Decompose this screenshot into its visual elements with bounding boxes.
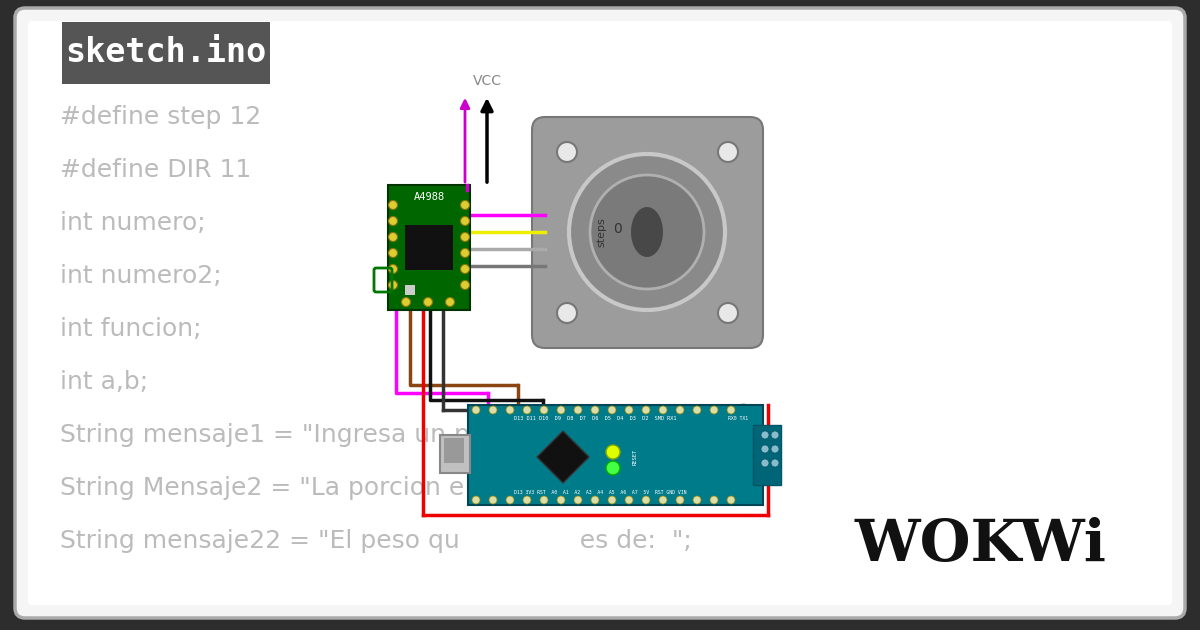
Circle shape [642, 406, 650, 414]
Text: sketch.ino: sketch.ino [65, 37, 266, 69]
Circle shape [389, 232, 397, 241]
Circle shape [642, 496, 650, 504]
Circle shape [540, 496, 548, 504]
Circle shape [606, 445, 620, 459]
Circle shape [772, 431, 779, 439]
Circle shape [676, 406, 684, 414]
Circle shape [540, 406, 548, 414]
Circle shape [676, 496, 684, 504]
Circle shape [461, 200, 469, 210]
Circle shape [592, 496, 599, 504]
Circle shape [424, 297, 432, 307]
Circle shape [694, 406, 701, 414]
Circle shape [608, 406, 616, 414]
Text: #define step 12: #define step 12 [60, 105, 262, 129]
Polygon shape [538, 431, 589, 483]
Circle shape [461, 248, 469, 258]
Bar [406, 225, 454, 270]
Circle shape [445, 297, 455, 307]
Text: steps: steps [596, 217, 606, 247]
Ellipse shape [631, 207, 662, 257]
Circle shape [772, 459, 779, 467]
Circle shape [590, 175, 704, 289]
Bar [468, 405, 763, 505]
Circle shape [557, 303, 577, 323]
Text: int numero;: int numero; [60, 211, 205, 235]
Bar [62, 22, 270, 84]
Circle shape [557, 406, 565, 414]
Bar [444, 438, 464, 463]
Text: WOKWi: WOKWi [854, 517, 1106, 573]
Text: RX0 TX1: RX0 TX1 [728, 416, 748, 420]
Circle shape [761, 431, 769, 439]
Circle shape [402, 297, 410, 307]
Circle shape [608, 496, 616, 504]
Text: A4988: A4988 [413, 192, 445, 202]
Circle shape [592, 406, 599, 414]
Circle shape [389, 200, 397, 210]
Bar [754, 425, 781, 485]
Circle shape [461, 280, 469, 290]
Text: int funcion;: int funcion; [60, 317, 202, 341]
Text: RESET: RESET [632, 449, 637, 465]
Circle shape [574, 496, 582, 504]
Circle shape [506, 496, 514, 504]
FancyBboxPatch shape [28, 21, 1172, 605]
Circle shape [461, 217, 469, 226]
Circle shape [727, 496, 734, 504]
Text: int a,b;: int a,b; [60, 370, 148, 394]
Circle shape [625, 496, 634, 504]
Circle shape [523, 496, 530, 504]
FancyBboxPatch shape [532, 117, 763, 348]
Circle shape [389, 280, 397, 290]
Circle shape [490, 406, 497, 414]
Circle shape [523, 406, 530, 414]
Circle shape [659, 496, 667, 504]
Text: int numero2;: int numero2; [60, 264, 222, 288]
Bar [388, 185, 470, 310]
Circle shape [659, 406, 667, 414]
Circle shape [710, 406, 718, 414]
Circle shape [472, 406, 480, 414]
Circle shape [772, 445, 779, 453]
Circle shape [569, 154, 725, 310]
Text: String mensaje1 = "Ingresa un peso:  ";: String mensaje1 = "Ingresa un peso: "; [60, 423, 558, 447]
Circle shape [718, 142, 738, 162]
Text: 0: 0 [613, 222, 622, 236]
Circle shape [389, 217, 397, 226]
Circle shape [389, 248, 397, 258]
Circle shape [761, 445, 769, 453]
Circle shape [557, 496, 565, 504]
Text: D13 3V3 RST  A0  A1  A2  A3  A4  A5  A6  A7  5V  RST GND VIN: D13 3V3 RST A0 A1 A2 A3 A4 A5 A6 A7 5V R… [515, 490, 686, 495]
Text: D13 D11 D10  D9  D8  D7  D6  D5  D4  D3  D2  SMD RX1: D13 D11 D10 D9 D8 D7 D6 D5 D4 D3 D2 SMD … [515, 416, 677, 420]
Circle shape [490, 496, 497, 504]
Circle shape [472, 496, 480, 504]
Text: String Mensaje2 = "La porcion e                    ";: String Mensaje2 = "La porcion e "; [60, 476, 644, 500]
Circle shape [461, 232, 469, 241]
Text: #define DIR 11: #define DIR 11 [60, 158, 251, 182]
Circle shape [694, 496, 701, 504]
Circle shape [761, 459, 769, 467]
Bar [406, 285, 415, 295]
Circle shape [389, 265, 397, 273]
Circle shape [557, 142, 577, 162]
Circle shape [625, 406, 634, 414]
FancyBboxPatch shape [14, 8, 1186, 618]
Circle shape [461, 265, 469, 273]
Circle shape [727, 406, 734, 414]
Text: VCC: VCC [473, 74, 502, 88]
Circle shape [606, 461, 620, 475]
Circle shape [710, 496, 718, 504]
Circle shape [718, 303, 738, 323]
Circle shape [506, 406, 514, 414]
Circle shape [574, 406, 582, 414]
Bar [440, 435, 470, 473]
Text: String mensaje22 = "El peso qu               es de:  ";: String mensaje22 = "El peso qu es de: "; [60, 529, 691, 553]
